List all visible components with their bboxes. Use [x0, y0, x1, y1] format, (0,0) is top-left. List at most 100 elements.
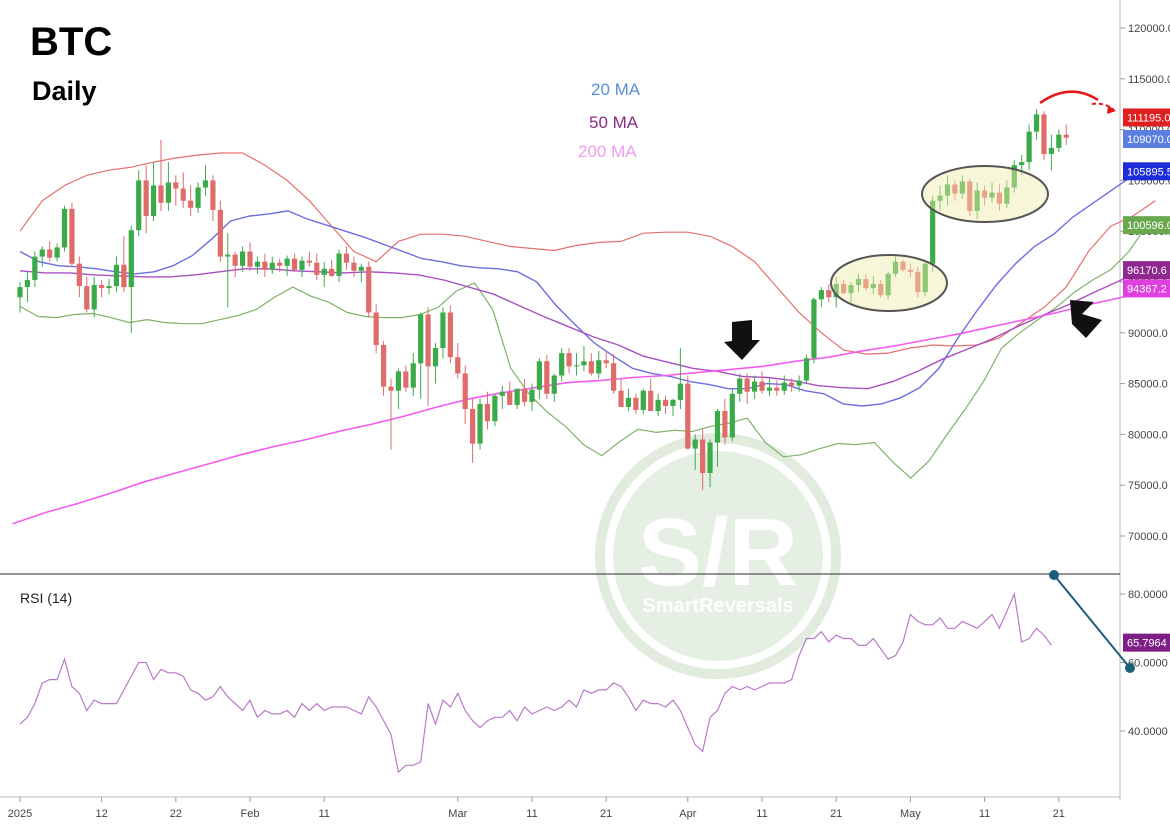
legend-ma50: 50 MA [589, 113, 639, 132]
candle [789, 378, 795, 392]
candle-body [143, 180, 149, 216]
rsi-tick-label: 40.0000 [1128, 726, 1168, 738]
candle-body [855, 278, 862, 286]
candle [729, 388, 735, 442]
candle [136, 170, 142, 237]
candle-body [514, 388, 520, 405]
candle [195, 182, 201, 213]
candle-body [165, 182, 171, 203]
x-tick-label: Apr [679, 808, 696, 820]
ma50-line [19, 268, 1143, 390]
candle-body [418, 314, 424, 364]
candle-body [299, 260, 305, 270]
price-tag: 105895.5 [1123, 162, 1170, 181]
candle-body [188, 200, 194, 208]
price-tag-label: 109070.0 [1127, 134, 1170, 146]
candle-body [900, 261, 906, 270]
arrow-up-left-icon [1070, 300, 1102, 338]
candle-body [907, 269, 913, 272]
candle [677, 348, 683, 409]
candle-body [403, 371, 409, 388]
candle-body [878, 284, 884, 296]
candle-body [61, 208, 68, 248]
candle [714, 409, 721, 467]
candle [47, 241, 53, 262]
candle-body [336, 253, 342, 276]
price-tag-label: 96170.6 [1127, 265, 1167, 277]
candle-body [826, 290, 832, 298]
candle-body [84, 286, 90, 310]
arc-arrowhead-icon [1107, 105, 1116, 114]
candle-body [959, 181, 965, 194]
candle-body [507, 391, 513, 405]
candle-body [477, 403, 483, 444]
candle-body [91, 285, 97, 310]
candle-body [774, 387, 780, 391]
candle-body [596, 360, 602, 374]
candle-body [655, 399, 661, 412]
candle-body [648, 390, 654, 412]
candle [240, 246, 246, 272]
candle [217, 200, 223, 262]
candle [1063, 124, 1069, 145]
candle [573, 353, 580, 376]
candle [455, 342, 461, 379]
candle [351, 256, 357, 277]
candle-body [99, 285, 105, 289]
candle [915, 266, 921, 298]
candle-body [603, 360, 609, 364]
candle [84, 276, 90, 313]
candle-body [195, 187, 201, 208]
candle-body [670, 399, 676, 406]
candle-body [521, 388, 528, 402]
candle [781, 375, 787, 395]
chart-subtitle: Daily [32, 76, 97, 106]
candle-body [833, 284, 839, 298]
candle-body [306, 260, 312, 263]
candle [76, 256, 82, 298]
rsi-last-tag: 65.7964 [1123, 633, 1170, 652]
candle [99, 279, 105, 298]
candle-body [113, 264, 120, 287]
candle [521, 378, 528, 406]
candles [17, 109, 1069, 491]
candle-body [967, 181, 973, 211]
candle [336, 249, 342, 282]
candle [982, 185, 988, 206]
candle [54, 243, 60, 262]
candle-body [529, 389, 535, 402]
rsi-last-tag-label: 65.7964 [1127, 638, 1167, 650]
candle-body [54, 247, 60, 258]
candle-body [380, 344, 387, 387]
candle-body [277, 262, 283, 266]
candle-body [863, 278, 869, 289]
candle [685, 375, 691, 450]
candle-body [366, 266, 372, 313]
candle-body [796, 380, 802, 386]
candle-body [751, 381, 758, 392]
candle-body [247, 251, 253, 267]
bollinger-upper-line [19, 152, 1156, 355]
price-tag: 111195.0 [1123, 108, 1170, 127]
price-tag-bg [1123, 162, 1170, 181]
candle [581, 346, 587, 372]
candle [247, 242, 253, 271]
candle-body [254, 261, 261, 267]
candle [596, 351, 602, 379]
candle [863, 273, 869, 291]
candle [529, 383, 535, 412]
candle-body [640, 390, 646, 411]
candle-body [744, 378, 750, 392]
candle [173, 175, 179, 206]
candle-body [202, 180, 209, 188]
watermark-main: S/R [638, 499, 798, 606]
candle-body [930, 200, 936, 264]
candle-body [17, 287, 23, 298]
candle [143, 165, 149, 234]
price-tag-label: 111195.0 [1127, 112, 1170, 124]
candle [559, 348, 565, 382]
candle [1056, 129, 1062, 152]
candle [1033, 109, 1040, 140]
candle-body [321, 268, 327, 275]
candle [277, 258, 283, 272]
